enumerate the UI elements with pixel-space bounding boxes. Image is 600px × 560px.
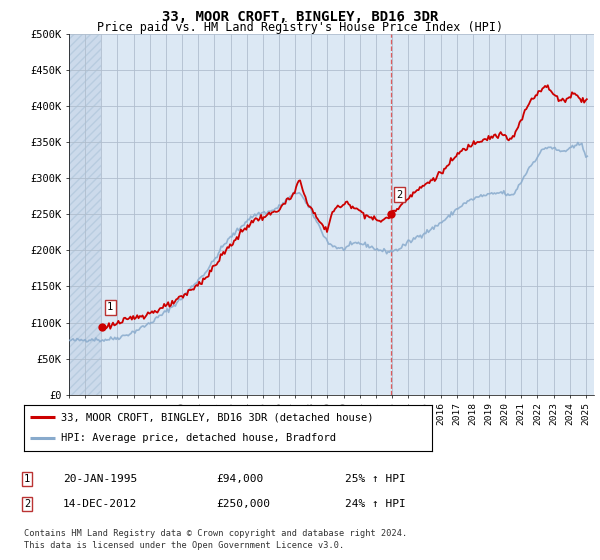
Text: 33, MOOR CROFT, BINGLEY, BD16 3DR (detached house): 33, MOOR CROFT, BINGLEY, BD16 3DR (detac… [61, 412, 373, 422]
Text: 1: 1 [107, 302, 113, 312]
Text: 14-DEC-2012: 14-DEC-2012 [63, 499, 137, 509]
Text: Price paid vs. HM Land Registry's House Price Index (HPI): Price paid vs. HM Land Registry's House … [97, 21, 503, 34]
Text: £250,000: £250,000 [216, 499, 270, 509]
Text: 25% ↑ HPI: 25% ↑ HPI [345, 474, 406, 484]
Text: Contains HM Land Registry data © Crown copyright and database right 2024.
This d: Contains HM Land Registry data © Crown c… [24, 529, 407, 550]
Text: 24% ↑ HPI: 24% ↑ HPI [345, 499, 406, 509]
Text: 1: 1 [24, 474, 30, 484]
Text: HPI: Average price, detached house, Bradford: HPI: Average price, detached house, Brad… [61, 433, 336, 444]
Text: 2: 2 [397, 190, 403, 200]
Text: £94,000: £94,000 [216, 474, 263, 484]
Bar [69, 34, 101, 395]
Text: 2: 2 [24, 499, 30, 509]
Text: 33, MOOR CROFT, BINGLEY, BD16 3DR: 33, MOOR CROFT, BINGLEY, BD16 3DR [162, 10, 438, 24]
Text: 20-JAN-1995: 20-JAN-1995 [63, 474, 137, 484]
